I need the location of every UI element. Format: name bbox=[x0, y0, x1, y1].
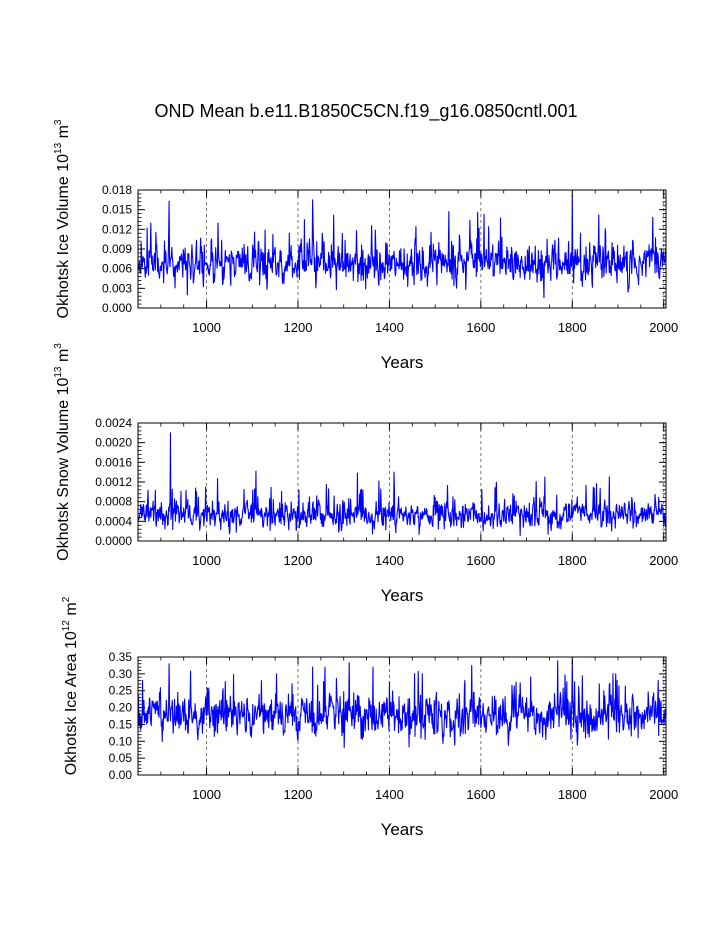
snow-volume-panel: 0.0000 0.0004 0.0008 0.0012 0.0016 0.0020 0.00… bbox=[53, 343, 678, 605]
x-tick-label: 1800 bbox=[558, 553, 587, 568]
x-tick-label: 1400 bbox=[375, 320, 404, 335]
x-tick-label: 1400 bbox=[375, 553, 404, 568]
x-tick-label: 1800 bbox=[558, 320, 587, 335]
x-tick-label: 2000 bbox=[649, 320, 678, 335]
x-tick-label: 2000 bbox=[649, 553, 678, 568]
y-tick-label: 0.15 bbox=[109, 717, 133, 731]
y-tick-label: 0.015 bbox=[102, 203, 132, 217]
x-tick-label: 1200 bbox=[284, 553, 313, 568]
x-tick-label: 1600 bbox=[466, 553, 495, 568]
y-tick-label: 0.0004 bbox=[95, 514, 132, 528]
y-tick-label: 0.0008 bbox=[95, 495, 132, 509]
x-axis-label: Years bbox=[381, 586, 424, 605]
y-tick-label: 0.0000 bbox=[95, 534, 132, 548]
x-tick-label: 1800 bbox=[558, 787, 587, 802]
y-axis-label: Okhotsk Ice Volume 1013 m3 bbox=[53, 119, 72, 318]
y-axis-label-unit: m bbox=[55, 349, 72, 367]
x-tick-label: 1000 bbox=[192, 320, 221, 335]
y-axis-label-exponent: 13 bbox=[53, 142, 64, 154]
y-tick-label: 0.00 bbox=[109, 768, 133, 782]
ice-area-panel: 0.00 0.05 0.10 0.15 0.20 0.25 0.30 0.35 1000 1200… bbox=[61, 596, 678, 839]
series-line-0 bbox=[137, 194, 667, 299]
y-tick-label: 0.012 bbox=[102, 222, 132, 236]
y-tick-label: 0.05 bbox=[109, 751, 133, 765]
y-tick-label: 0.0024 bbox=[95, 416, 132, 430]
y-axis-label: Okhotsk Ice Area 1012 m2 bbox=[61, 596, 80, 775]
y-tick-label: 0.0012 bbox=[95, 475, 132, 489]
y-tick-label: 0.009 bbox=[102, 242, 132, 256]
y-tick-label: 0.018 bbox=[102, 183, 132, 197]
y-axis-label-unit: m bbox=[55, 125, 72, 143]
y-axis-label-unit: m bbox=[63, 602, 80, 620]
x-axis-label: Years bbox=[381, 820, 424, 839]
y-axis-label-main: Okhotsk Snow Volume 10 bbox=[55, 378, 72, 561]
figure-title: OND Mean b.e11.B1850C5CN.f19_g16.0850cnt… bbox=[155, 101, 578, 122]
x-tick-label: 1000 bbox=[192, 787, 221, 802]
series-line-2 bbox=[137, 659, 667, 749]
y-tick-label: 0.25 bbox=[109, 684, 133, 698]
y-tick-label: 0.000 bbox=[102, 301, 132, 315]
y-axis-label-unit-exponent: 3 bbox=[53, 119, 64, 125]
y-axis-label: Okhotsk Snow Volume 1013 m3 bbox=[53, 343, 72, 561]
x-tick-label: 1200 bbox=[284, 320, 313, 335]
y-tick-label: 0.10 bbox=[109, 734, 133, 748]
x-tick-label: 1600 bbox=[466, 320, 495, 335]
y-axis-label-unit-exponent: 2 bbox=[61, 596, 72, 602]
y-axis-label-main: Okhotsk Ice Volume 10 bbox=[55, 154, 72, 319]
y-tick-label: 0.0020 bbox=[95, 436, 132, 450]
y-axis-label-exponent: 12 bbox=[61, 620, 72, 632]
x-tick-label: 1400 bbox=[375, 787, 404, 802]
y-tick-label: 0.30 bbox=[109, 667, 133, 681]
ice-volume-panel: 0.000 0.003 0.006 0.009 0.012 0.015 0.018 1000 1… bbox=[53, 119, 678, 372]
x-tick-label: 1200 bbox=[284, 787, 313, 802]
y-tick-label: 0.006 bbox=[102, 262, 132, 276]
y-axis-label-unit-exponent: 3 bbox=[53, 343, 64, 349]
x-tick-label: 2000 bbox=[649, 787, 678, 802]
y-tick-label: 0.35 bbox=[109, 650, 133, 664]
plot-frame bbox=[137, 656, 667, 776]
y-axis-label-main: Okhotsk Ice Area 10 bbox=[63, 631, 80, 775]
y-tick-label: 0.003 bbox=[102, 281, 132, 295]
x-axis-label: Years bbox=[381, 353, 424, 372]
y-tick-label: 0.0016 bbox=[95, 455, 132, 469]
series-line-1 bbox=[137, 432, 667, 537]
x-tick-label: 1600 bbox=[466, 787, 495, 802]
y-tick-label: 0.20 bbox=[109, 701, 133, 715]
x-tick-label: 1000 bbox=[192, 553, 221, 568]
y-axis-label-exponent: 13 bbox=[53, 366, 64, 378]
